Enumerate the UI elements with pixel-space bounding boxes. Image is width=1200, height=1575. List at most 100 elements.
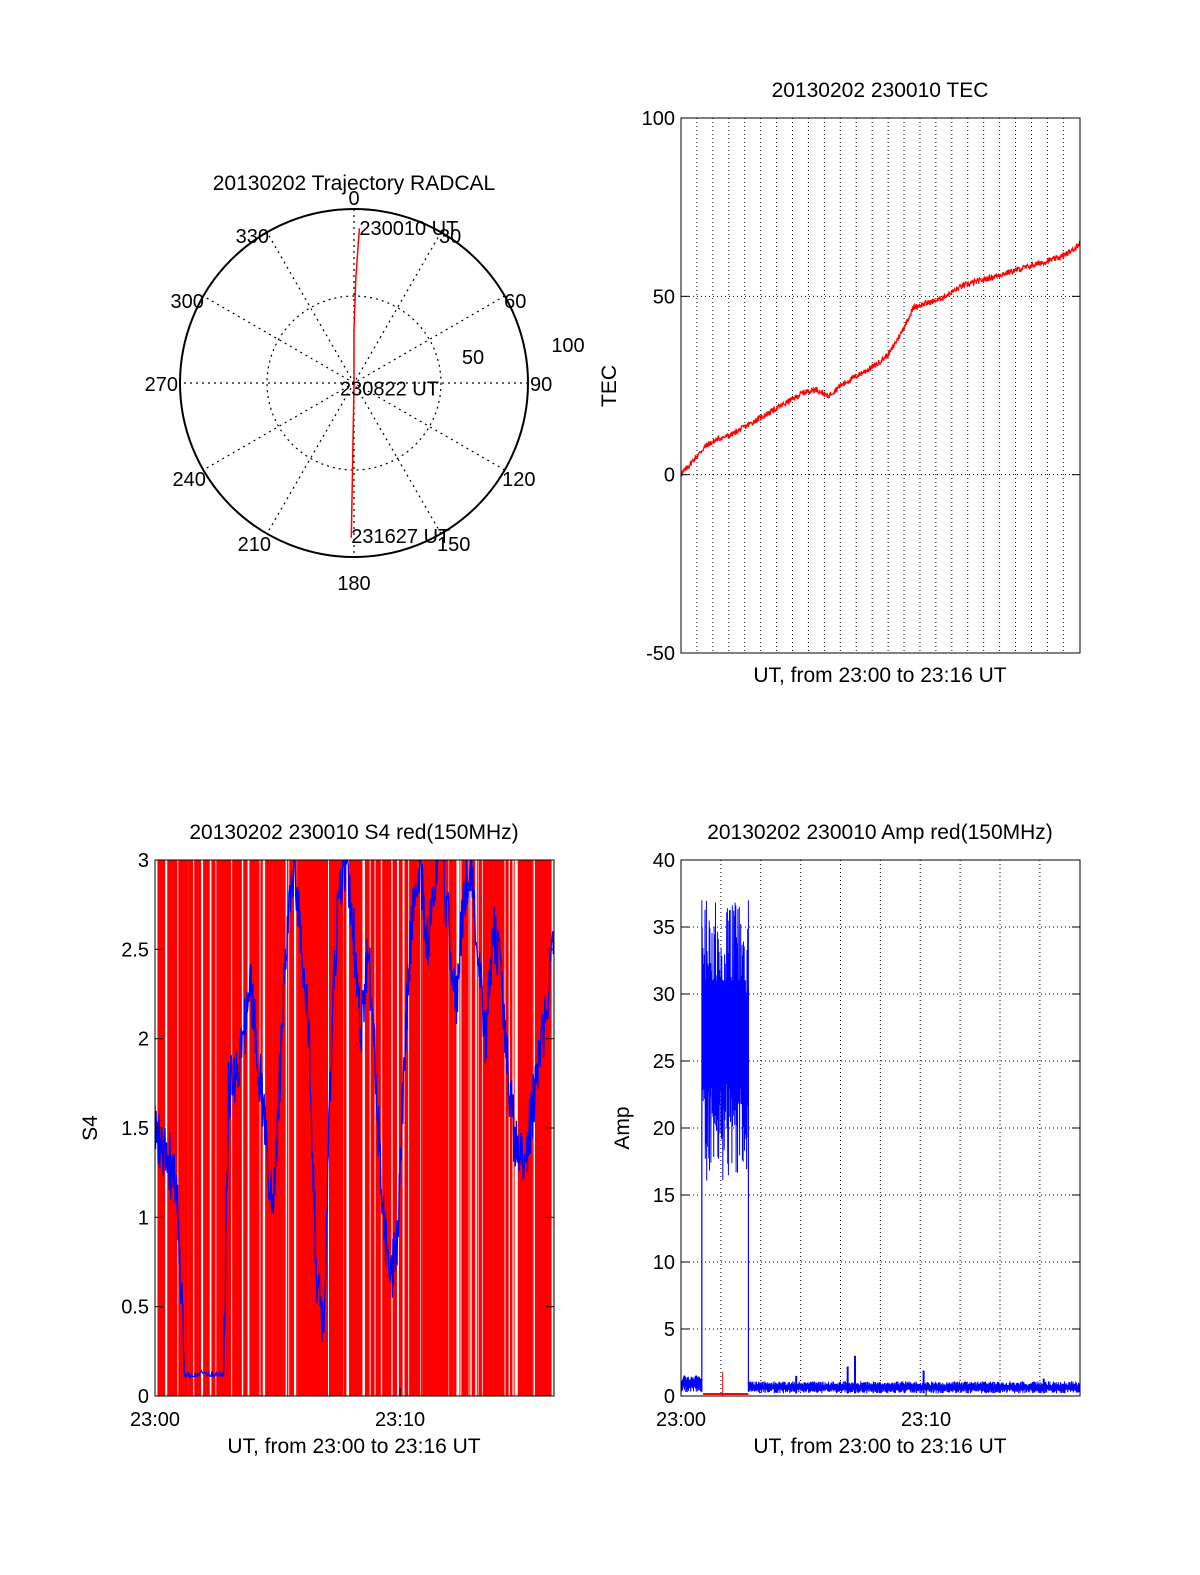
y-tick-label: 2.5	[121, 939, 149, 961]
trajectory-annotation: 231627 UT	[351, 526, 450, 548]
red-spike	[522, 860, 529, 1396]
x-tick-label: 23:10	[901, 1409, 951, 1431]
red-spike	[382, 860, 392, 1396]
red-spike	[534, 860, 544, 1396]
y-tick-label: 1.5	[121, 1118, 149, 1140]
red-spike	[472, 860, 476, 1396]
axis-ticks: 0 0.5 1 1.5 2 2.5 3 23:00 23:10	[121, 850, 554, 1431]
red-spike	[253, 860, 258, 1396]
y-tick-label: 50	[653, 286, 675, 308]
tec-line-chart: 20130202 230010 TEC -50 0 50 100 UT, from 2…	[598, 79, 1081, 687]
red-spike	[359, 860, 363, 1396]
red-spike	[340, 860, 344, 1396]
red-spike	[355, 860, 363, 1396]
red-spike	[488, 860, 496, 1396]
trajectory-annotation: 230822 UT	[340, 378, 439, 400]
red-spike	[517, 860, 524, 1396]
red-spike	[510, 860, 513, 1396]
red-spike	[297, 860, 306, 1396]
red-spike	[539, 860, 549, 1396]
y-axis-label: S4	[79, 1115, 102, 1141]
s4-line-chart: 20130202 230010 S4 red(150MHz) 0 0.5 1 1.5 2…	[79, 821, 555, 1458]
red-spike	[260, 860, 263, 1396]
red-spike	[329, 860, 337, 1396]
red-spike	[161, 860, 165, 1396]
polar-angle-label: 210	[238, 534, 271, 556]
red-spike	[272, 860, 280, 1396]
red-spike	[167, 860, 175, 1396]
trajectory-annotation: 230010 UT	[359, 218, 458, 240]
red-spike	[194, 860, 201, 1396]
red-spike	[238, 860, 242, 1396]
y-axis-label: Amp	[611, 1106, 634, 1149]
amp-blue-band	[680, 900, 1081, 1394]
tec-series-line	[680, 240, 1081, 477]
y-tick-label: 30	[653, 984, 675, 1006]
polar-labels: 0 30 60 90 120 150 180 210 240 270 300 330 50 100 2300…	[145, 188, 585, 595]
red-spike	[427, 860, 436, 1396]
red-spike	[232, 860, 240, 1396]
plot-frame	[680, 117, 1081, 654]
polar-angle-label: 90	[530, 374, 552, 396]
red-spike	[316, 860, 325, 1396]
red-spike	[370, 860, 375, 1396]
red-spike	[204, 860, 210, 1396]
axis-ticks: -50 0 50 100	[642, 108, 1080, 665]
red-spike	[449, 860, 454, 1396]
red-spike	[478, 860, 482, 1396]
polar-series	[350, 228, 361, 538]
red-spike	[436, 860, 446, 1396]
red-spike	[343, 860, 347, 1396]
red-spike	[199, 860, 202, 1396]
red-spike	[265, 860, 273, 1396]
polar-radius-label: 100	[551, 335, 584, 357]
red-spike	[500, 860, 505, 1396]
polar-angle-label: 0	[348, 188, 359, 210]
polar-grid-circle	[266, 295, 442, 471]
y-tick-label: 35	[653, 917, 675, 939]
red-spike	[188, 860, 194, 1396]
red-spike	[466, 860, 469, 1396]
x-axis-label: UT, from 23:00 to 23:16 UT	[227, 1435, 480, 1458]
red-spike	[409, 860, 419, 1396]
y-tick-label: 3	[138, 850, 149, 872]
red-spike	[216, 860, 224, 1396]
red-spike	[249, 860, 256, 1396]
plot-series	[680, 900, 1081, 1396]
plot-grid	[681, 860, 1080, 1396]
chart-title: 20130202 230010 S4 red(150MHz)	[189, 821, 518, 844]
red-spike	[333, 860, 343, 1396]
red-spike	[387, 860, 392, 1396]
red-spike	[277, 860, 286, 1396]
polar-angle-label: 330	[236, 226, 269, 248]
y-tick-label: -50	[646, 643, 675, 665]
red-spike	[483, 860, 490, 1396]
y-tick-label: 0	[138, 1386, 149, 1408]
red-spike	[178, 860, 186, 1396]
y-tick-label: 1	[138, 1207, 149, 1229]
polar-angle-label: 300	[170, 291, 203, 313]
polar-angle-label: 180	[337, 573, 370, 595]
chart-title: 20130202 Trajectory RADCAL	[213, 172, 496, 195]
red-spike	[322, 860, 328, 1396]
chart-title: 20130202 230010 TEC	[772, 79, 989, 102]
red-spike	[289, 860, 294, 1396]
polar-angle-label: 60	[504, 291, 526, 313]
x-axis-label: UT, from 23:00 to 23:16 UT	[753, 664, 1006, 687]
red-spike	[221, 860, 230, 1396]
polar-angle-label: 240	[172, 469, 205, 491]
x-tick-label: 23:00	[130, 1409, 180, 1431]
y-axis-label: TEC	[598, 365, 621, 407]
red-spike	[306, 860, 315, 1396]
y-tick-label: 100	[642, 108, 675, 130]
x-axis-label: UT, from 23:00 to 23:16 UT	[753, 1435, 1006, 1458]
red-spike	[211, 860, 216, 1396]
plot-series	[155, 860, 554, 1396]
y-tick-label: 20	[653, 1118, 675, 1140]
axis-ticks: 0 5 10 15 20 25 30 35 40 23:00 23:10	[653, 850, 1080, 1431]
y-tick-label: 5	[664, 1319, 675, 1341]
red-spike	[282, 860, 285, 1396]
red-spike	[392, 860, 398, 1396]
red-spike	[404, 860, 409, 1396]
